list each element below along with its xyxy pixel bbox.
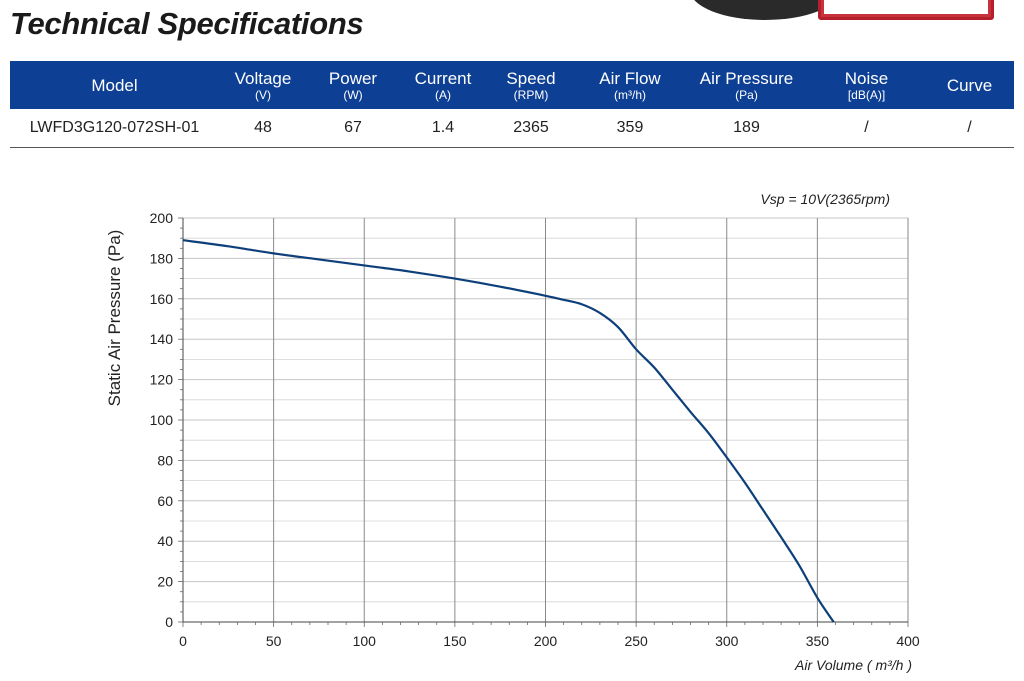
pressure-curve-line [182, 239, 835, 623]
y-tick-label: 120 [150, 372, 174, 388]
x-tick-label: 150 [443, 633, 467, 649]
y-tick-label: 140 [150, 331, 174, 347]
y-tick-label: 80 [157, 452, 173, 468]
y-tick-label: 0 [165, 614, 173, 630]
header-unit: (m³/h) [614, 87, 646, 102]
cell-power: 67 [307, 109, 399, 148]
header-label: Noise [844, 68, 889, 88]
header-unit: (V) [255, 87, 271, 102]
cell-noise: / [808, 109, 925, 148]
header-unit: [dB(A)] [847, 87, 886, 102]
header-unit: (Pa) [735, 87, 758, 102]
header-label: Current [414, 68, 472, 88]
chart-axes [178, 217, 909, 627]
header-label: Air Pressure [699, 68, 794, 88]
header-power: Power (W) [307, 61, 399, 109]
table-row: LWFD3G120-072SH-01 48 67 1.4 2365 359 18… [10, 109, 1014, 148]
cell-air-flow: 359 [575, 109, 685, 148]
decorative-badge [818, 0, 994, 20]
header-air-pressure: Air Pressure (Pa) [685, 61, 808, 109]
chart-series [182, 239, 835, 623]
header-unit: (A) [435, 87, 451, 102]
x-tick-label: 0 [179, 633, 187, 649]
header-label: Model [91, 75, 138, 95]
cell-voltage: 48 [219, 109, 307, 148]
cell-current: 1.4 [399, 109, 487, 148]
product-image-fragment [690, 0, 840, 20]
spec-table: Model Voltage (V) Power (W) Current (A) Spe… [10, 61, 1014, 148]
chart-grid [183, 217, 909, 622]
spec-table-header: Model Voltage (V) Power (W) Current (A) Spe… [10, 61, 1014, 109]
x-axis-label: Air Volume ( m³/h ) [794, 657, 912, 673]
header-label: Power [328, 68, 378, 88]
y-tick-label: 20 [157, 574, 173, 590]
cell-speed: 2365 [487, 109, 575, 148]
chart-annotation: Vsp = 10V(2365rpm) [760, 191, 890, 207]
y-tick-label: 200 [150, 210, 174, 226]
y-tick-label: 180 [150, 250, 174, 266]
y-tick-label: 160 [150, 291, 174, 307]
y-tick-label: 100 [150, 412, 174, 428]
x-tick-label: 250 [624, 633, 648, 649]
chart-tick-labels: 0 20 40 60 80 100 120 140 160 180 200 0 50 100 150 200 2… [150, 210, 920, 649]
header-noise: Noise [dB(A)] [808, 61, 925, 109]
cell-model: LWFD3G120-072SH-01 [10, 109, 219, 148]
header-unit: (RPM) [513, 87, 549, 102]
y-axis-label: Static Air Pressure (Pa) [105, 230, 124, 407]
header-current: Current (A) [399, 61, 487, 109]
pressure-flow-chart: 0 20 40 60 80 100 120 140 160 180 200 0 50 100 150 200 2… [105, 191, 920, 673]
x-tick-label: 100 [353, 633, 377, 649]
header-model: Model [10, 61, 219, 109]
cell-air-pressure: 189 [685, 109, 808, 148]
header-air-flow: Air Flow (m³/h) [575, 61, 685, 109]
header-unit: (W) [343, 87, 363, 102]
header-label: Voltage [234, 68, 292, 88]
cell-curve: / [925, 109, 1014, 148]
y-tick-label: 40 [157, 533, 173, 549]
header-curve: Curve [925, 61, 1014, 109]
page-title: Technical Specifications [10, 6, 364, 41]
x-tick-label: 50 [266, 633, 282, 649]
x-tick-label: 300 [715, 633, 739, 649]
x-tick-label: 400 [896, 633, 920, 649]
header-speed: Speed (RPM) [487, 61, 575, 109]
x-tick-label: 200 [534, 633, 558, 649]
header-voltage: Voltage (V) [219, 61, 307, 109]
y-tick-label: 60 [157, 493, 173, 509]
header-label: Speed [506, 68, 556, 88]
header-label: Curve [946, 75, 993, 95]
header-label: Air Flow [599, 68, 661, 88]
x-tick-label: 350 [806, 633, 830, 649]
